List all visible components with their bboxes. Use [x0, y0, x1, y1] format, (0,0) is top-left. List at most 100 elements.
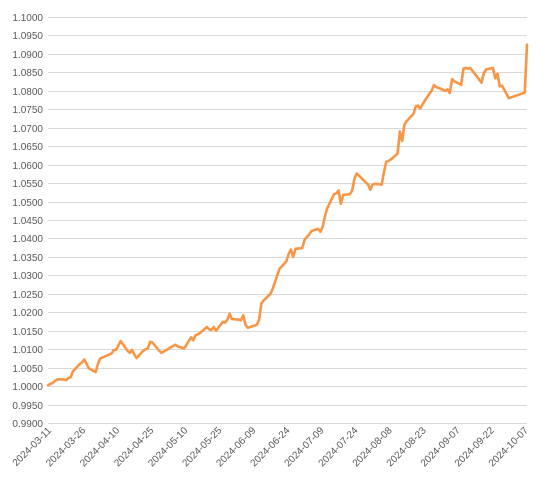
data-point [333, 193, 335, 196]
data-point [183, 347, 186, 350]
data-point [226, 318, 229, 321]
data-point [412, 112, 415, 115]
y-tick-label: 1.0650 [12, 142, 43, 153]
data-point [190, 336, 192, 339]
data-point [135, 357, 138, 359]
data-point [81, 361, 83, 364]
data-point [258, 318, 261, 321]
data-point [387, 160, 390, 162]
data-point [374, 182, 376, 185]
data-point [115, 349, 117, 351]
data-point [467, 67, 469, 70]
data-point [498, 85, 501, 88]
data-point [117, 344, 120, 347]
data-point [335, 192, 338, 195]
data-point [342, 194, 345, 196]
data-point [482, 72, 485, 74]
data-point [317, 227, 320, 230]
data-point [262, 299, 265, 302]
data-point [419, 107, 422, 110]
y-tick-label: 1.0900 [12, 50, 43, 61]
data-point [237, 318, 240, 321]
data-point [405, 120, 408, 122]
data-point [290, 248, 292, 251]
data-point [417, 104, 419, 107]
data-point [181, 346, 183, 349]
data-point [430, 89, 433, 92]
data-point [196, 333, 199, 336]
data-point [353, 177, 356, 180]
data-point [56, 378, 58, 381]
data-point [47, 384, 49, 387]
data-point [464, 67, 467, 69]
y-tick-label: 1.0400 [12, 234, 43, 245]
y-tick-label: 1.0150 [12, 327, 43, 338]
data-point [62, 378, 65, 381]
data-point [69, 376, 72, 379]
data-point [230, 318, 233, 320]
y-tick-label: 1.0950 [12, 31, 43, 42]
y-tick-label: 1.0850 [12, 68, 43, 79]
data-point [367, 183, 369, 186]
data-point [65, 379, 68, 382]
y-tick-label: 1.0350 [12, 253, 43, 264]
data-point [526, 43, 528, 46]
data-point [149, 340, 152, 343]
data-point [128, 351, 131, 354]
y-tick-label: 1.0500 [12, 198, 43, 209]
y-tick-label: 1.0200 [12, 308, 43, 319]
data-point [208, 328, 211, 331]
data-point [349, 193, 351, 196]
y-tick-label: 1.0550 [12, 179, 43, 190]
y-tick-label: 0.9900 [12, 419, 43, 430]
data-point [453, 80, 456, 83]
data-point [276, 274, 279, 277]
data-point [383, 171, 385, 173]
data-point [319, 230, 322, 233]
data-point [303, 239, 306, 241]
y-tick-label: 1.0300 [12, 271, 43, 282]
data-point [364, 181, 367, 184]
data-point [496, 72, 499, 75]
data-point [146, 347, 149, 350]
data-point [224, 321, 226, 324]
data-point [255, 323, 258, 326]
y-tick-label: 1.0600 [12, 161, 43, 172]
data-point [131, 349, 133, 351]
data-point [158, 349, 161, 352]
data-point [215, 329, 217, 332]
y-axis-tick-labels: 0.9900 0.9950 1.0000 1.0050 1.0100 1.0150 1.02… [12, 13, 43, 430]
data-point [212, 326, 215, 328]
series-area [46, 43, 529, 387]
data-point [305, 236, 308, 238]
data-point [178, 346, 181, 348]
data-point [287, 253, 290, 255]
data-point [301, 247, 304, 249]
y-tick-label: 1.1000 [12, 13, 43, 24]
data-point [308, 233, 310, 236]
data-point [240, 319, 242, 322]
data-point [206, 326, 208, 328]
data-point [355, 172, 358, 175]
data-point [83, 358, 86, 361]
data-point [142, 349, 145, 352]
data-point [448, 92, 451, 94]
data-point [242, 314, 245, 317]
data-point [507, 97, 510, 100]
x-axis-tick-labels: 2024-03-112024-03-262024-04-102024-04-25… [11, 425, 531, 469]
data-point [369, 188, 372, 191]
data-point [435, 86, 438, 89]
data-point [174, 343, 177, 346]
data-point [210, 329, 213, 331]
data-point [85, 363, 88, 365]
data-point [144, 348, 147, 351]
y-tick-label: 1.0000 [12, 382, 43, 393]
data-point [310, 230, 313, 232]
data-point [246, 326, 249, 329]
data-point [398, 130, 401, 133]
data-point [371, 183, 374, 186]
data-point [285, 260, 288, 263]
data-point [194, 334, 197, 337]
data-point [351, 189, 354, 192]
